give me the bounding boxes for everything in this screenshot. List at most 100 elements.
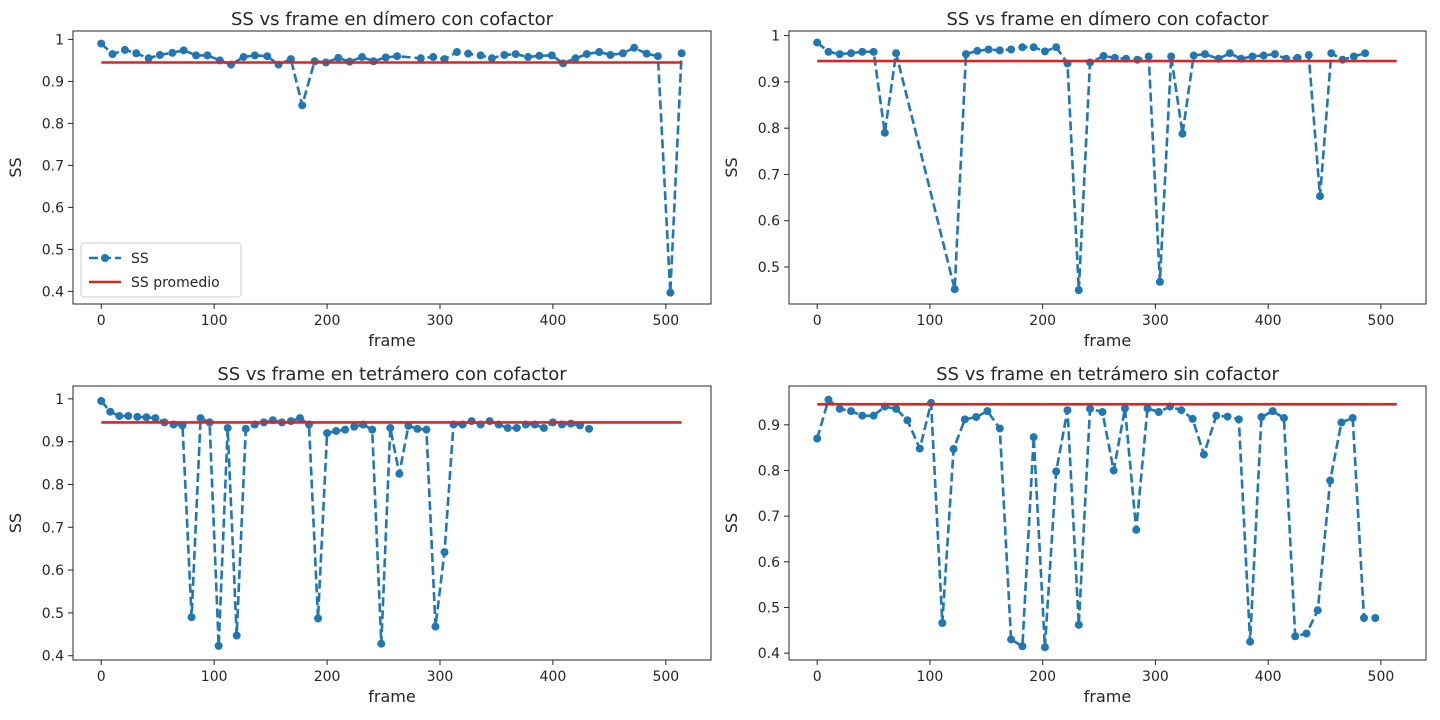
ss-point xyxy=(295,414,304,423)
legend: SS SS promedio xyxy=(80,242,242,298)
ss-point xyxy=(422,425,431,434)
ss-point xyxy=(1199,450,1208,459)
y-tick-label: 0.6 xyxy=(42,200,64,216)
y-tick-label: 0.5 xyxy=(758,260,780,276)
x-tick-label: 500 xyxy=(652,669,679,685)
ss-point xyxy=(813,38,822,47)
x-tick-label: 400 xyxy=(1255,313,1282,329)
ss-point xyxy=(938,619,947,628)
ss-point xyxy=(1086,404,1095,413)
ss-point xyxy=(1225,49,1234,58)
ss-series-line xyxy=(816,41,1366,292)
ss-point xyxy=(1248,52,1257,61)
ss-point xyxy=(824,47,833,56)
y-tick-label: 0.9 xyxy=(758,418,780,434)
ss-point xyxy=(203,51,212,60)
y-axis-label: SS xyxy=(722,157,741,177)
x-tick-label: 0 xyxy=(97,313,106,329)
ss-point xyxy=(983,407,992,416)
chart-title: SS vs frame en tetrámero sin cofactor xyxy=(936,364,1279,385)
x-axis-label: frame xyxy=(368,687,415,706)
x-tick-label: 400 xyxy=(1255,669,1282,685)
ss-point xyxy=(847,49,856,58)
ss-point xyxy=(666,288,675,297)
ss-point xyxy=(386,423,395,432)
ss-point xyxy=(995,424,1004,433)
x-tick-label: 500 xyxy=(652,313,679,329)
ss-point xyxy=(1246,637,1255,646)
ss-point xyxy=(1259,51,1268,60)
y-tick-label: 0.6 xyxy=(758,555,780,571)
ss-point xyxy=(1337,418,1346,427)
ss-point xyxy=(813,434,822,443)
ss-point xyxy=(1279,413,1288,422)
x-tick-label: 0 xyxy=(813,313,822,329)
ss-point xyxy=(1086,58,1095,67)
ss-point xyxy=(232,631,241,640)
ss-point xyxy=(440,55,449,64)
ss-point xyxy=(1291,632,1300,641)
ss-point xyxy=(547,51,556,60)
ss-point xyxy=(1178,129,1187,138)
y-tick-label: 0.8 xyxy=(758,463,780,479)
ss-point xyxy=(223,423,232,432)
y-tick-label: 1 xyxy=(55,32,64,48)
ss-point xyxy=(858,411,867,420)
ss-point xyxy=(151,414,160,423)
x-tick-label: 300 xyxy=(1142,313,1169,329)
ss-point xyxy=(239,53,248,62)
ss-point xyxy=(142,413,151,422)
ss-point xyxy=(1167,52,1176,61)
x-tick-label: 100 xyxy=(917,313,944,329)
ss-point xyxy=(323,429,332,438)
ss-point xyxy=(381,53,390,62)
ss-point xyxy=(1348,413,1357,422)
ss-point xyxy=(1098,408,1107,417)
ss-point xyxy=(653,52,662,61)
legend-box xyxy=(80,242,242,298)
ss-point xyxy=(168,48,177,57)
ss-point xyxy=(595,48,604,56)
plot-frame xyxy=(788,385,1427,661)
y-tick-label: 0.9 xyxy=(758,75,780,91)
plot-frame xyxy=(72,385,712,661)
ss-point xyxy=(1316,192,1325,201)
ss-point xyxy=(368,425,377,434)
ss-point xyxy=(995,46,1004,55)
ss-point xyxy=(1327,49,1336,58)
x-tick-label: 300 xyxy=(427,313,454,329)
ss-point xyxy=(582,50,591,59)
ss-point xyxy=(108,50,117,59)
ss-point xyxy=(535,51,544,60)
ss-point xyxy=(1154,408,1163,417)
ss-point xyxy=(404,421,413,430)
x-tick-label: 400 xyxy=(540,313,567,329)
ss-point xyxy=(571,54,580,63)
ss-point xyxy=(393,52,402,61)
y-axis-label: SS xyxy=(722,513,741,533)
ss-point xyxy=(144,54,153,63)
ss-point xyxy=(395,469,404,478)
ss-point xyxy=(677,49,686,58)
y-tick-label: 0.7 xyxy=(758,167,780,183)
ss-point xyxy=(1338,55,1347,64)
ss-point xyxy=(1326,476,1335,485)
x-tick-label: 100 xyxy=(201,669,228,685)
plot-frame xyxy=(788,30,1427,305)
y-tick-label: 0.4 xyxy=(42,284,64,300)
ss-point xyxy=(250,51,259,60)
ss-point xyxy=(835,404,844,413)
chart-panel-1: 0 100 200 300 400 500 0.4 0.5 0.6 0.7 0.8 0.9 1 SS vs… xyxy=(6,9,712,350)
ss-point xyxy=(155,50,164,59)
ss-point xyxy=(413,424,422,433)
ss-point xyxy=(892,404,901,413)
x-tick-label: 400 xyxy=(540,669,567,685)
ss-point xyxy=(1007,635,1016,644)
ss-point xyxy=(511,50,520,59)
ss-point xyxy=(1040,643,1049,652)
y-tick-label: 0.4 xyxy=(42,649,64,665)
x-tick-label: 200 xyxy=(314,313,341,329)
y-tick-label: 0.9 xyxy=(42,74,64,90)
ss-point xyxy=(915,444,924,453)
x-tick-label: 500 xyxy=(1368,313,1395,329)
